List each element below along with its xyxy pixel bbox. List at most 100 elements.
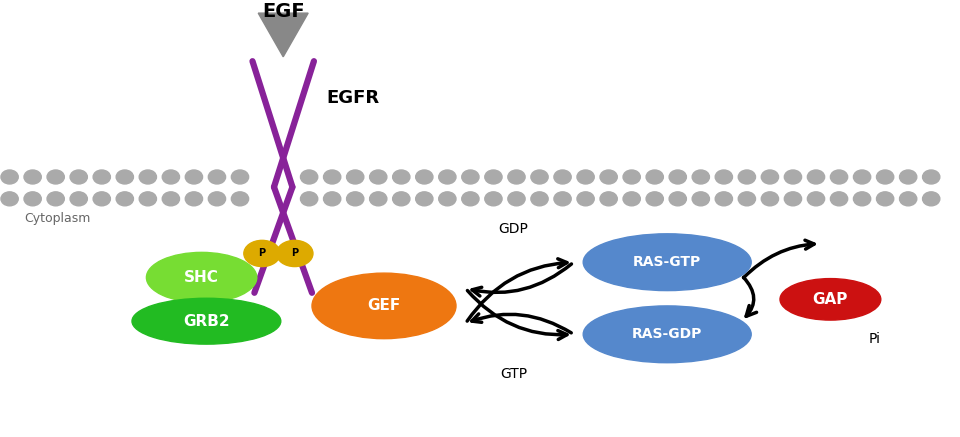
Text: P: P <box>258 249 266 258</box>
Ellipse shape <box>784 170 802 184</box>
Ellipse shape <box>146 253 257 302</box>
Ellipse shape <box>231 170 249 184</box>
Polygon shape <box>258 13 308 57</box>
Ellipse shape <box>738 192 756 206</box>
Ellipse shape <box>1 192 18 206</box>
Ellipse shape <box>554 170 571 184</box>
Ellipse shape <box>646 192 663 206</box>
Ellipse shape <box>132 298 280 344</box>
Ellipse shape <box>830 192 848 206</box>
Ellipse shape <box>531 192 548 206</box>
Ellipse shape <box>231 192 249 206</box>
Text: GAP: GAP <box>813 292 848 307</box>
Ellipse shape <box>276 240 313 267</box>
Text: GDP: GDP <box>498 222 529 236</box>
Ellipse shape <box>439 170 456 184</box>
Ellipse shape <box>876 192 894 206</box>
Ellipse shape <box>807 192 825 206</box>
Ellipse shape <box>485 192 502 206</box>
Ellipse shape <box>462 192 479 206</box>
Ellipse shape <box>393 192 410 206</box>
Ellipse shape <box>116 170 133 184</box>
Ellipse shape <box>162 170 180 184</box>
Ellipse shape <box>312 273 456 339</box>
Ellipse shape <box>70 170 87 184</box>
Ellipse shape <box>780 279 881 320</box>
Ellipse shape <box>162 192 180 206</box>
Ellipse shape <box>300 170 318 184</box>
Ellipse shape <box>830 170 848 184</box>
Ellipse shape <box>347 192 364 206</box>
Ellipse shape <box>185 170 203 184</box>
Ellipse shape <box>738 170 756 184</box>
Ellipse shape <box>139 192 156 206</box>
Ellipse shape <box>324 192 341 206</box>
Ellipse shape <box>24 170 41 184</box>
Ellipse shape <box>24 192 41 206</box>
Ellipse shape <box>93 170 110 184</box>
Ellipse shape <box>508 170 525 184</box>
Ellipse shape <box>1 170 18 184</box>
Ellipse shape <box>623 170 640 184</box>
Ellipse shape <box>508 192 525 206</box>
Ellipse shape <box>923 170 940 184</box>
Ellipse shape <box>347 170 364 184</box>
Ellipse shape <box>923 192 940 206</box>
Ellipse shape <box>600 170 617 184</box>
Ellipse shape <box>669 170 686 184</box>
Ellipse shape <box>208 192 226 206</box>
Ellipse shape <box>646 170 663 184</box>
Ellipse shape <box>600 192 617 206</box>
Text: EGFR: EGFR <box>326 89 379 108</box>
Text: P: P <box>291 249 299 258</box>
Ellipse shape <box>439 192 456 206</box>
Ellipse shape <box>715 192 732 206</box>
Ellipse shape <box>70 192 87 206</box>
Ellipse shape <box>324 170 341 184</box>
Text: RAS-GDP: RAS-GDP <box>632 327 703 341</box>
Ellipse shape <box>853 192 871 206</box>
Text: SHC: SHC <box>184 270 219 285</box>
Ellipse shape <box>669 192 686 206</box>
Ellipse shape <box>623 192 640 206</box>
Text: Pi: Pi <box>869 332 881 346</box>
Ellipse shape <box>577 170 594 184</box>
Ellipse shape <box>692 170 709 184</box>
Ellipse shape <box>393 170 410 184</box>
Ellipse shape <box>370 170 387 184</box>
Ellipse shape <box>416 170 433 184</box>
Ellipse shape <box>531 170 548 184</box>
Ellipse shape <box>47 192 64 206</box>
Text: GRB2: GRB2 <box>183 314 229 329</box>
Ellipse shape <box>47 170 64 184</box>
Ellipse shape <box>715 170 732 184</box>
Ellipse shape <box>692 192 709 206</box>
Ellipse shape <box>876 170 894 184</box>
Ellipse shape <box>784 192 802 206</box>
Ellipse shape <box>370 192 387 206</box>
Ellipse shape <box>900 170 917 184</box>
Ellipse shape <box>139 170 156 184</box>
Text: Cytoplasm: Cytoplasm <box>24 212 90 225</box>
Ellipse shape <box>583 306 751 363</box>
Ellipse shape <box>416 192 433 206</box>
Ellipse shape <box>300 192 318 206</box>
Ellipse shape <box>577 192 594 206</box>
Ellipse shape <box>244 240 280 267</box>
Ellipse shape <box>853 170 871 184</box>
Ellipse shape <box>761 170 779 184</box>
Ellipse shape <box>761 192 779 206</box>
Ellipse shape <box>554 192 571 206</box>
Ellipse shape <box>93 192 110 206</box>
Ellipse shape <box>900 192 917 206</box>
Text: GEF: GEF <box>368 298 400 313</box>
Ellipse shape <box>185 192 203 206</box>
Ellipse shape <box>485 170 502 184</box>
Text: RAS-GTP: RAS-GTP <box>633 255 702 269</box>
Ellipse shape <box>462 170 479 184</box>
Ellipse shape <box>583 234 751 291</box>
Text: EGF: EGF <box>262 2 304 21</box>
Ellipse shape <box>116 192 133 206</box>
Ellipse shape <box>807 170 825 184</box>
Text: GTP: GTP <box>500 367 527 381</box>
